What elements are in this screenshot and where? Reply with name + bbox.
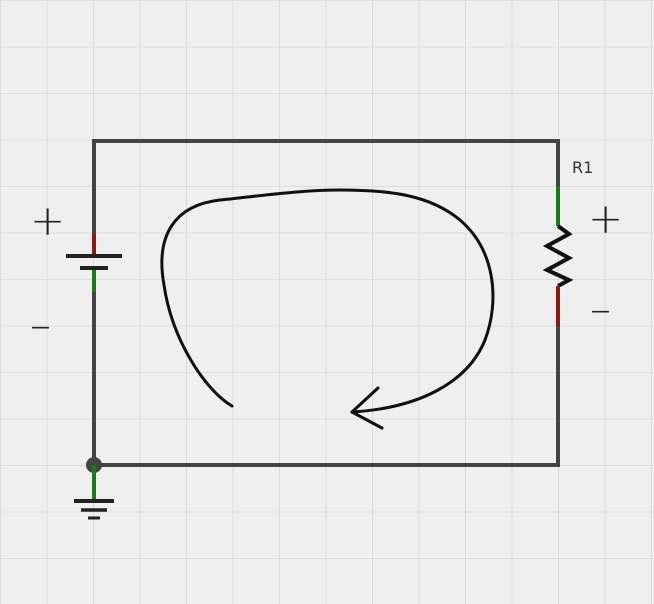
- resistor-name-label: R1: [572, 158, 594, 177]
- battery-minus-label: –: [30, 300, 51, 349]
- resistor-r1-symbol[interactable]: [542, 186, 574, 326]
- resistor-plus-label: +: [588, 194, 624, 243]
- battery-plus-label: +: [30, 196, 66, 245]
- battery-symbol[interactable]: [66, 234, 122, 292]
- resistor-minus-label: –: [590, 284, 611, 333]
- resistor-zigzag: [542, 224, 574, 288]
- current-loop-arrow: [160, 188, 495, 430]
- ground-symbol[interactable]: [74, 457, 114, 520]
